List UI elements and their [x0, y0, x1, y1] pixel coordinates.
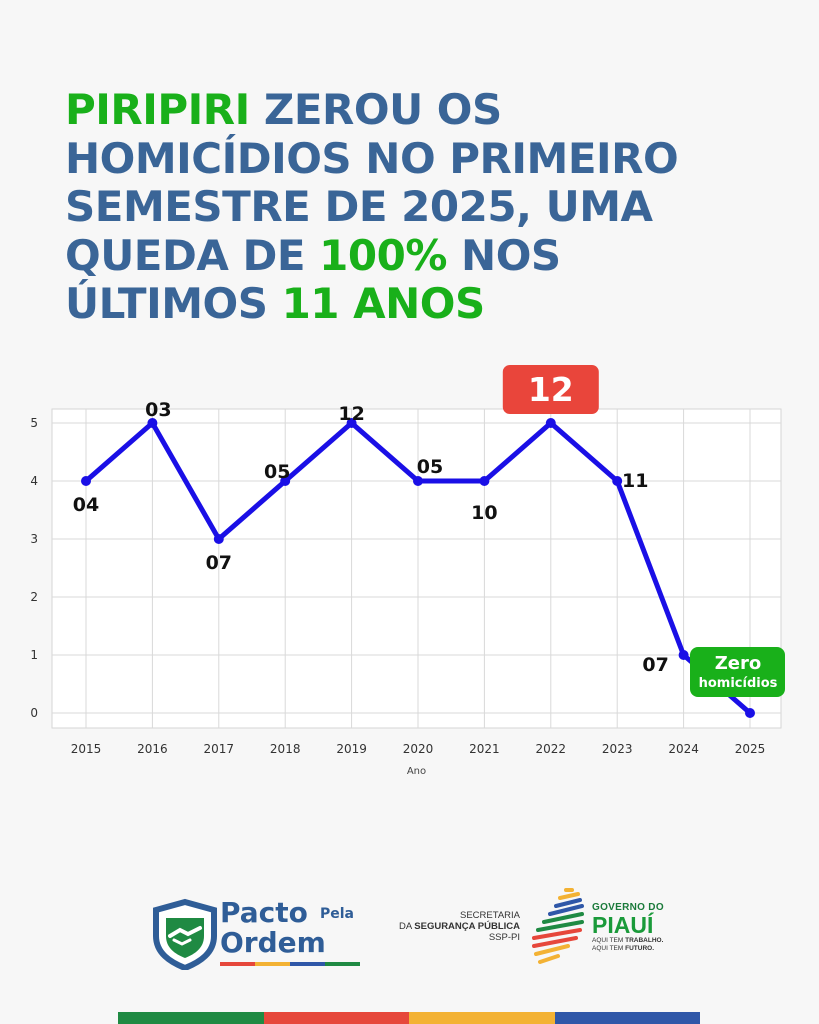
- ordem-word: Ordem: [220, 926, 326, 959]
- secretaria-line-1: SECRETARIA: [459, 910, 520, 921]
- data-point: [678, 650, 689, 660]
- y-tick-label: 0: [30, 706, 38, 720]
- governo-piaui-logo: GOVERNO DO PIAUÍ AQUI TEM TRABALHO. AQUI…: [592, 902, 712, 953]
- y-tick-label: 5: [30, 416, 38, 430]
- secretaria-line-2: DA SEGURANÇA PÚBLICA: [376, 921, 520, 932]
- x-tick-label: 2022: [536, 742, 567, 756]
- point-label: 07: [642, 654, 668, 676]
- bar-segment-green: [118, 1012, 264, 1024]
- governo-do-text: GOVERNO DO: [592, 902, 664, 913]
- secretaria-line-2b: SEGURANÇA PÚBLICA: [414, 921, 520, 932]
- data-point: [213, 534, 224, 544]
- headline-text-4a: QUEDA DE: [65, 230, 320, 280]
- x-tick-label: 2017: [204, 742, 235, 756]
- zero-callout: [690, 647, 785, 697]
- secretaria-logo: SECRETARIA DA SEGURANÇA PÚBLICA SSP-PI: [376, 910, 520, 943]
- x-tick-label: 2021: [469, 742, 500, 756]
- data-point: [147, 418, 158, 428]
- x-tick-label: 2024: [668, 742, 699, 756]
- pela-word: Pela: [320, 906, 355, 922]
- data-point: [280, 476, 291, 486]
- highlight-badge: [502, 365, 599, 414]
- data-point: [745, 708, 755, 718]
- y-tick-label: 4: [30, 474, 38, 488]
- pacto-word: Pacto: [220, 896, 308, 929]
- y-tick-label: 3: [30, 532, 38, 546]
- zero-callout-line-1: Zero: [715, 653, 762, 674]
- headline-line-5: ÚLTIMOS 11 ANOS: [65, 279, 785, 329]
- x-tick-label: 2015: [71, 742, 102, 756]
- pacto-pela-ordem-logo: Pacto Pela Ordem: [150, 890, 365, 970]
- point-label: 04: [73, 494, 99, 516]
- secretaria-line-2a: DA: [398, 921, 415, 932]
- headline-percent: 100%: [319, 230, 447, 280]
- gov-slogan-2b: FUTURO.: [625, 945, 654, 952]
- point-label: 10: [471, 502, 497, 524]
- x-tick-label: 2020: [403, 742, 434, 756]
- x-axis-label: Ano: [407, 766, 426, 777]
- headline-text-1: ZEROU OS: [249, 85, 502, 134]
- data-point: [545, 418, 556, 428]
- data-point: [479, 476, 490, 486]
- footer-logos: Pacto Pela Ordem SECRETARIA DA SEGURANÇA…: [0, 880, 819, 980]
- shield-handshake-icon: [153, 898, 217, 970]
- y-tick-label: 1: [30, 648, 38, 662]
- headline-text-5a: ÚLTIMOS: [65, 279, 282, 328]
- gov-slogan-2: AQUI TEM FUTURO.: [592, 945, 712, 953]
- gov-slogan-1b: TRABALHO.: [625, 937, 664, 944]
- point-label: 11: [622, 470, 648, 492]
- gov-slogan-1: AQUI TEM TRABALHO.: [592, 937, 712, 945]
- bar-segment-yellow: [409, 1012, 555, 1024]
- headline-line-3: SEMESTRE DE 2025, UMA: [65, 182, 653, 231]
- zero-callout-line-2: homicídios: [699, 676, 778, 691]
- gov-slogan-2a: AQUI TEM: [592, 945, 626, 952]
- headline: PIRIPIRI ZEROU OS HOMICÍDIOS NO PRIMEIRO…: [65, 85, 785, 329]
- pacto-stripe: [220, 962, 360, 966]
- headline-text-4b: NOS: [446, 230, 561, 280]
- headline-line-1: PIRIPIRI ZEROU OS: [65, 85, 785, 135]
- headline-line-2: HOMICÍDIOS NO PRIMEIRO: [65, 133, 679, 183]
- point-label: 12: [338, 403, 364, 425]
- piaui-stripes-icon: [532, 888, 584, 964]
- gov-slogan-1a: AQUI TEM: [592, 937, 626, 944]
- headline-city: PIRIPIRI: [65, 85, 250, 134]
- highlight-badge-label: 12: [528, 370, 574, 409]
- piaui-text: PIAUÍ: [592, 912, 654, 938]
- headline-line-4: QUEDA DE 100% NOS: [65, 230, 785, 281]
- data-point: [346, 418, 357, 428]
- secretaria-line-3: SSP-PI: [488, 932, 520, 943]
- x-tick-label: 2025: [735, 742, 766, 756]
- x-tick-label: 2023: [602, 742, 633, 756]
- x-tick-label: 2016: [137, 742, 168, 756]
- data-point: [81, 476, 91, 486]
- data-point: [612, 476, 623, 486]
- bar-segment-red: [263, 1012, 409, 1024]
- x-tick-label: 2019: [336, 742, 367, 756]
- y-tick-label: 2: [30, 590, 38, 604]
- data-point: [413, 476, 423, 486]
- x-tick-label: 2018: [270, 742, 301, 756]
- point-label: 03: [145, 399, 171, 421]
- headline-years: 11 ANOS: [281, 279, 486, 328]
- point-label: 05: [417, 456, 443, 478]
- point-label: 07: [206, 552, 232, 574]
- bottom-color-bar: [118, 1012, 700, 1024]
- point-label: 05: [264, 461, 290, 483]
- bar-segment-blue: [554, 1012, 700, 1024]
